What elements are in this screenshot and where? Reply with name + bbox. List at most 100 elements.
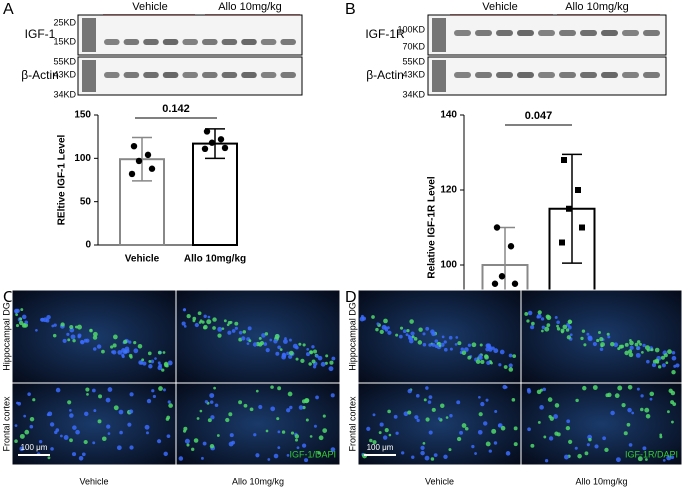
cell: [186, 443, 190, 447]
cell: [15, 324, 20, 328]
cell: [405, 333, 409, 337]
cell: [304, 398, 309, 404]
cell: [306, 348, 310, 351]
point: [208, 139, 216, 146]
point: [498, 273, 506, 280]
cell: [234, 326, 238, 330]
y-axis-label: REltive IGF-1 Level: [57, 134, 68, 225]
cell: [614, 393, 620, 399]
cell: [29, 416, 35, 422]
point: [559, 239, 565, 246]
cell: [313, 424, 317, 428]
cell: [203, 326, 207, 330]
cell: [42, 317, 48, 323]
band: [104, 39, 120, 45]
cell: [502, 384, 507, 390]
cell: [629, 345, 634, 350]
cell: [78, 455, 84, 461]
cell: [53, 323, 57, 327]
blot-box: [77, 14, 303, 56]
cell: [413, 337, 418, 341]
cell: [119, 430, 123, 435]
cell: [443, 340, 447, 344]
cell: [308, 362, 312, 366]
kd-marker: 55KD: [53, 56, 76, 66]
cell: [89, 328, 93, 332]
cell: [513, 426, 518, 431]
cell: [649, 391, 655, 397]
cell: [424, 455, 430, 461]
cell: [209, 443, 215, 449]
cell: [32, 398, 36, 402]
cell: [267, 458, 271, 461]
cell: [491, 428, 497, 434]
cell: [431, 343, 436, 347]
cell: [527, 389, 532, 394]
cell: [511, 398, 516, 402]
cell: [628, 349, 633, 354]
ladder: [432, 60, 446, 92]
cell: [320, 361, 326, 367]
cell: [287, 391, 293, 397]
band: [221, 39, 238, 45]
cell: [624, 342, 629, 347]
protein-label: β-Actin: [21, 68, 59, 82]
cell: [484, 354, 489, 359]
cell: [460, 347, 464, 351]
cell: [117, 350, 123, 355]
cell: [428, 395, 433, 400]
cell: [454, 343, 458, 346]
cell: [617, 347, 621, 351]
cell: [478, 355, 483, 360]
cell: [596, 338, 600, 343]
cell: [443, 454, 448, 459]
cell: [433, 453, 438, 458]
kd-marker: 70KD: [402, 41, 425, 51]
y-tick-label: 140: [440, 110, 457, 121]
cell: [366, 426, 371, 431]
panel-letter: D: [345, 289, 357, 306]
cell: [567, 325, 572, 330]
cell: [479, 343, 483, 347]
cell: [294, 434, 300, 439]
cell: [402, 329, 407, 334]
cell: [645, 413, 651, 419]
cell: [17, 401, 22, 406]
cell: [206, 319, 212, 325]
cell: [15, 313, 19, 317]
cell: [440, 342, 445, 347]
ladder: [82, 60, 96, 92]
cell: [497, 423, 502, 428]
cell: [369, 438, 373, 443]
cell: [96, 344, 102, 349]
row-label: Frontal cortex: [1, 396, 11, 452]
cell: [583, 343, 587, 347]
cell: [225, 417, 230, 423]
cell: [127, 422, 132, 427]
cell: [121, 354, 125, 359]
cell: [524, 312, 529, 316]
cell: [448, 335, 453, 340]
cell: [183, 325, 187, 328]
cell: [639, 342, 642, 346]
cell: [295, 438, 299, 442]
cell: [242, 330, 247, 334]
cell: [300, 358, 305, 364]
cell: [636, 340, 641, 344]
cell: [667, 410, 670, 414]
cell: [494, 409, 498, 413]
cell: [302, 405, 306, 410]
cell: [556, 320, 560, 325]
cell: [387, 409, 391, 414]
group-label: Allo 10mg/kg: [565, 1, 629, 13]
cell: [422, 332, 426, 336]
cell: [660, 355, 665, 360]
cell: [152, 394, 156, 399]
cell: [19, 433, 25, 439]
cell: [375, 327, 379, 332]
cell: [49, 422, 55, 427]
cell: [156, 439, 162, 444]
cell: [554, 403, 560, 408]
ladder: [82, 18, 96, 52]
cell: [549, 416, 554, 421]
